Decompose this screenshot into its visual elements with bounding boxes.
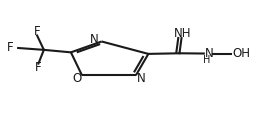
Text: OH: OH	[232, 47, 250, 60]
Text: F: F	[7, 41, 14, 54]
Text: O: O	[72, 72, 82, 85]
Text: NH: NH	[174, 27, 191, 40]
Text: N: N	[205, 47, 214, 60]
Text: F: F	[34, 25, 41, 38]
Text: N: N	[90, 33, 98, 46]
Text: H: H	[203, 55, 211, 65]
Text: N: N	[136, 72, 145, 85]
Text: F: F	[35, 61, 42, 74]
